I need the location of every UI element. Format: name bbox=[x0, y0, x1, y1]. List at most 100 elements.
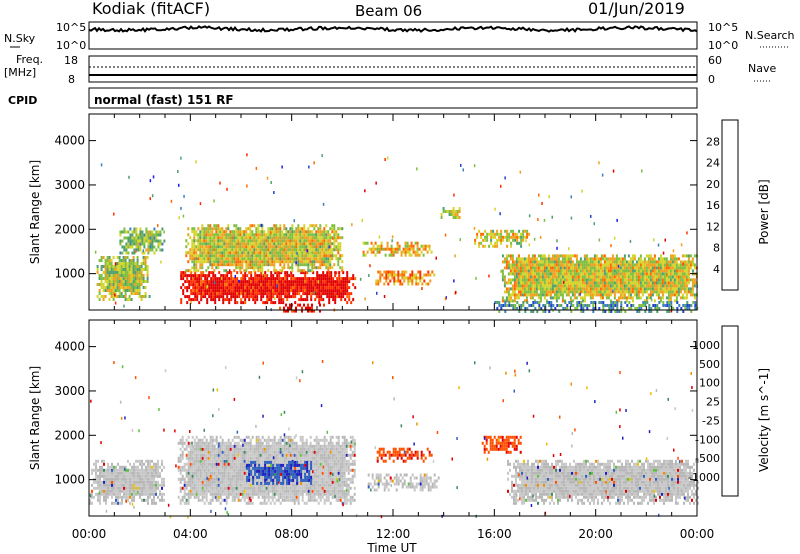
heatmap-cell bbox=[193, 441, 196, 445]
heatmap-cell bbox=[201, 236, 204, 240]
heatmap-cell bbox=[621, 281, 624, 285]
heatmap-cell bbox=[182, 277, 185, 281]
heatmap-cell bbox=[289, 227, 292, 231]
heatmap-cell bbox=[601, 278, 604, 282]
heatmap-cell bbox=[119, 242, 122, 246]
freq-label-top: Freq. bbox=[16, 53, 43, 66]
heatmap-cell bbox=[292, 295, 295, 299]
heatmap-cell bbox=[208, 295, 211, 299]
heatmap-cell bbox=[89, 492, 91, 496]
heatmap-cell bbox=[225, 236, 228, 240]
heatmap-cell bbox=[236, 271, 239, 275]
heatmap-cell bbox=[408, 247, 411, 251]
heatmap-cell bbox=[686, 307, 689, 310]
heatmap-cell bbox=[377, 270, 380, 274]
heatmap-cell bbox=[681, 269, 684, 273]
heatmap-cell bbox=[129, 477, 131, 481]
heatmap-cell bbox=[601, 296, 604, 300]
heatmap-cell bbox=[188, 280, 191, 284]
heatmap-cell bbox=[260, 277, 263, 281]
heatmap-cell bbox=[617, 264, 620, 268]
heatmap-cell bbox=[607, 269, 610, 273]
heatmap-cell bbox=[537, 287, 540, 291]
heatmap-cell bbox=[136, 283, 139, 286]
heatmap-cell bbox=[668, 307, 671, 310]
heatmap-cell bbox=[691, 281, 694, 285]
heatmap-cell bbox=[195, 248, 198, 252]
heatmap-cell bbox=[621, 266, 624, 270]
heatmap-cell bbox=[537, 260, 540, 264]
heatmap-cell bbox=[118, 286, 121, 289]
heatmap-cell bbox=[287, 248, 290, 252]
heatmap-cell bbox=[603, 254, 606, 258]
heatmap-cell bbox=[153, 227, 156, 231]
heatmap-cell bbox=[139, 227, 142, 231]
heatmap-cell bbox=[131, 492, 133, 496]
heatmap-cell bbox=[627, 278, 630, 282]
heatmap-cell bbox=[181, 486, 184, 490]
heatmap-cell bbox=[579, 281, 582, 285]
heatmap-cell bbox=[539, 266, 542, 270]
heatmap-cell bbox=[645, 260, 648, 264]
heatmap-cell bbox=[193, 230, 196, 234]
heatmap-cell bbox=[321, 236, 324, 240]
heatmap-cell bbox=[385, 273, 388, 277]
heatmap-cell bbox=[519, 272, 522, 276]
heatmap-cell bbox=[119, 480, 121, 484]
heatmap-cell bbox=[376, 244, 379, 248]
heatmap-cell bbox=[563, 254, 566, 258]
heatmap-cell bbox=[333, 230, 336, 234]
heatmap-cell bbox=[109, 489, 111, 493]
heatmap-cell bbox=[189, 251, 192, 255]
heatmap-cell bbox=[194, 289, 197, 293]
heatmap-cell bbox=[326, 295, 329, 299]
heatmap-cell bbox=[99, 480, 101, 484]
heatmap-cell bbox=[539, 281, 542, 285]
heatmap-cell bbox=[197, 459, 200, 463]
heatmap-cell bbox=[219, 181, 221, 185]
heatmap-cell bbox=[274, 286, 277, 290]
heatmap-cell bbox=[126, 256, 129, 259]
heatmap-cell bbox=[198, 280, 201, 284]
heatmap-cell bbox=[138, 292, 141, 295]
heatmap-cell bbox=[153, 477, 155, 481]
heatmap-cell bbox=[388, 247, 391, 251]
heatmap-cell bbox=[313, 309, 315, 313]
heatmap-cell bbox=[677, 263, 680, 267]
heatmap-cell bbox=[117, 468, 119, 472]
heatmap-cell bbox=[651, 293, 654, 297]
heatmap-cell bbox=[325, 248, 328, 252]
heatmap-cell bbox=[540, 307, 543, 310]
heatmap-cell bbox=[527, 269, 530, 273]
heatmap-cell bbox=[145, 230, 148, 234]
heatmap-cell bbox=[105, 474, 107, 478]
heatmap-cell bbox=[383, 282, 386, 286]
heatmap-cell bbox=[649, 281, 652, 285]
heatmap-cell bbox=[135, 236, 138, 240]
heatmap-cell bbox=[295, 242, 298, 246]
heatmap-cell bbox=[346, 295, 349, 299]
heatmap-cell bbox=[582, 304, 585, 307]
heatmap-cell bbox=[133, 495, 135, 499]
heatmap-cell bbox=[537, 275, 540, 279]
heatmap-cell bbox=[135, 249, 137, 253]
heatmap-cell bbox=[683, 275, 686, 279]
heatmap-cell bbox=[300, 271, 303, 275]
heatmap-cell bbox=[549, 257, 552, 261]
heatmap-cell bbox=[310, 280, 313, 284]
heatmap-cell bbox=[307, 242, 310, 246]
heatmap-cell bbox=[311, 224, 314, 228]
heatmap-cell bbox=[119, 468, 121, 472]
heatmap-cell bbox=[548, 304, 551, 307]
heatmap-cell bbox=[122, 262, 125, 265]
heatmap-cell bbox=[625, 263, 628, 267]
heatmap-cell bbox=[625, 272, 628, 276]
heatmap-cell bbox=[270, 289, 273, 293]
heatmap-cell bbox=[268, 292, 271, 296]
heatmap-cell bbox=[269, 239, 272, 243]
heatmap-cell bbox=[222, 280, 225, 284]
heatmap-cell bbox=[683, 254, 686, 258]
heatmap-cell bbox=[591, 290, 594, 294]
heatmap-cell bbox=[329, 266, 332, 270]
heatmap-cell bbox=[571, 275, 574, 279]
